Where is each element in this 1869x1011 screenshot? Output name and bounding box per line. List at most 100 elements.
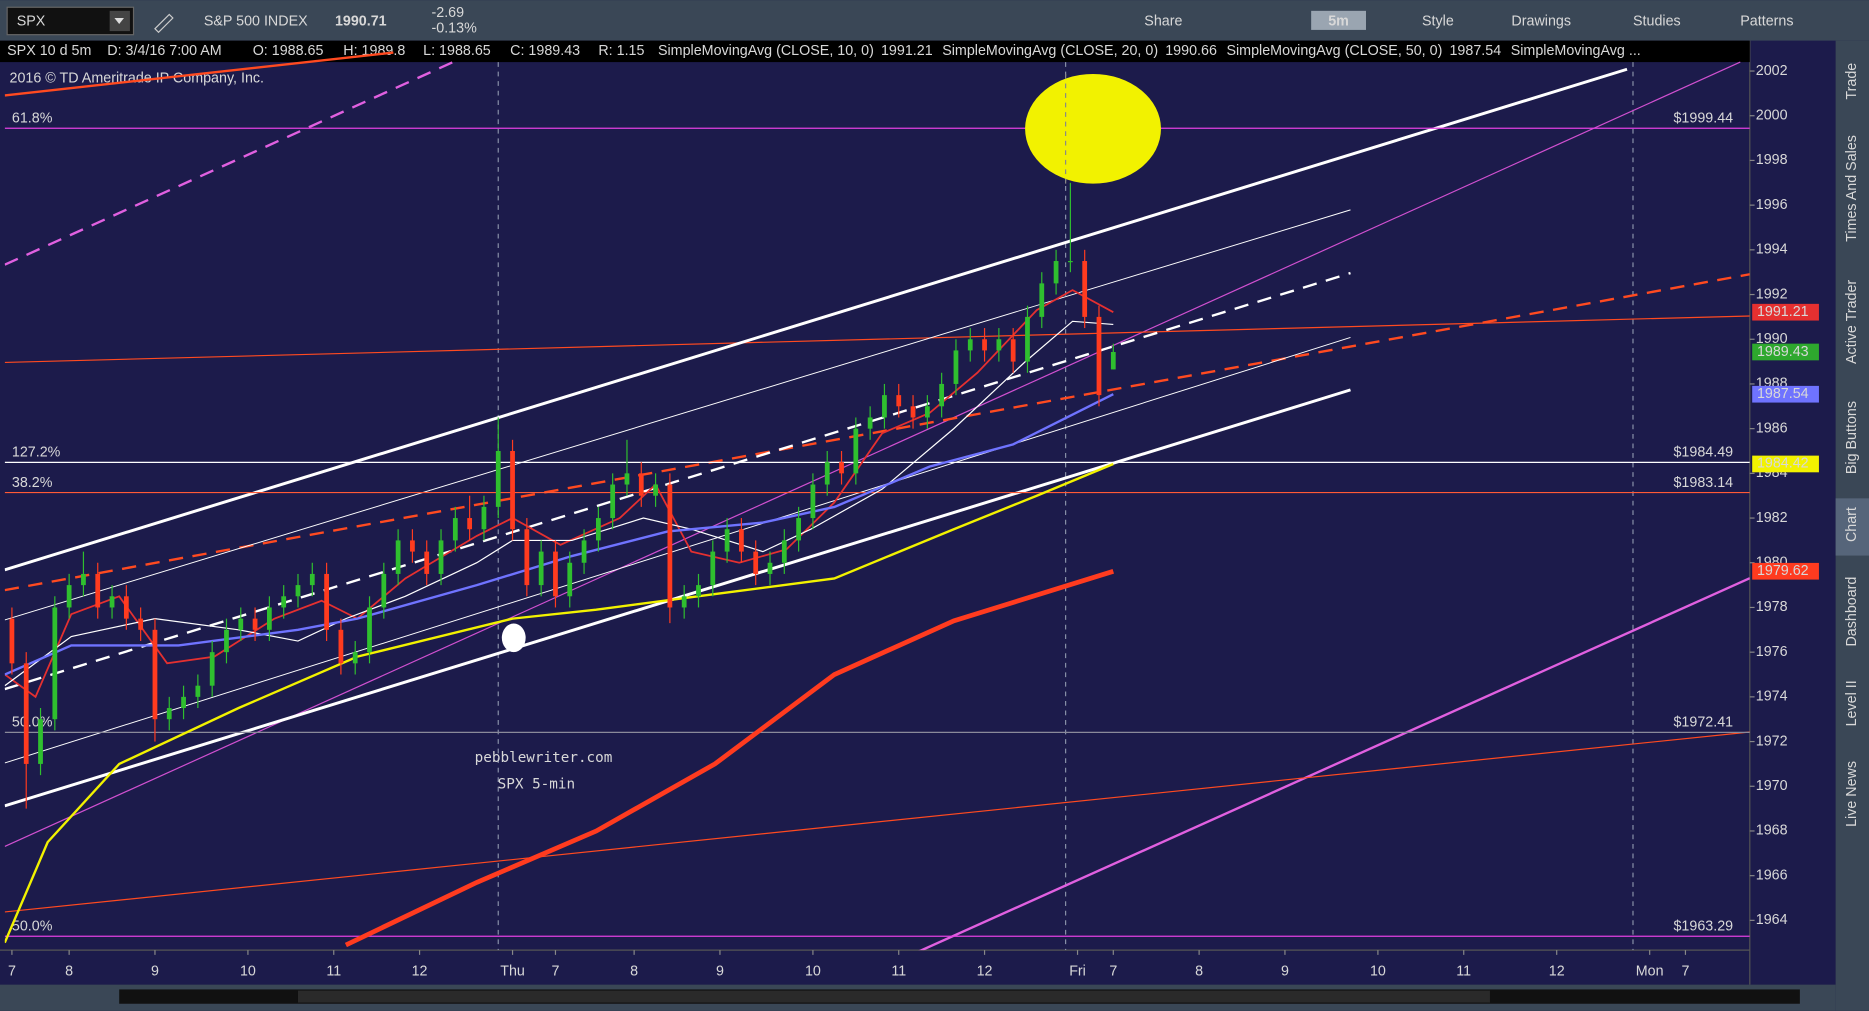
price-badge-label: 1984.42 [1757,456,1809,472]
toolbar-button[interactable]: Studies [1633,13,1681,29]
candle-body [381,573,387,608]
info-items: SPX 10 d 5m D: 3/4/16 7:00 AM O: 1988.65… [7,43,1641,59]
candle-body [495,451,501,507]
level-price: $1984.49 [1673,445,1733,461]
side-tab[interactable]: Level II [1844,680,1860,726]
x-tick-label: 8 [1195,963,1203,979]
toolbar [0,0,1869,41]
candle-body [924,406,930,418]
side-tab[interactable]: Times And Sales [1844,135,1860,242]
axes: 1964196619681970197219741976197819801982… [8,63,1819,979]
info-range: R: 1.15 [598,43,644,59]
plot: 61.8% $1999.44 127.2% $1984.49 38.2% $1983.14… [4,110,1750,948]
trendline [4,315,1750,364]
side-tabs: Trade Times And Sales Active Trader Big But… [1844,63,1860,827]
side-tab[interactable]: Trade [1844,63,1860,100]
moving-average [4,320,1114,687]
legend-name: SimpleMovingAvg ... [1511,43,1641,59]
candle-body [767,562,773,574]
x-tick-label: 10 [1370,963,1386,979]
side-tab[interactable]: Dashboard [1844,577,1860,647]
info-open: O: 1988.65 [253,43,324,59]
y-tick-label: 1978 [1756,599,1788,615]
percent-change: -0.13% [431,20,477,36]
candle-body [896,395,902,407]
candle-body [209,652,215,686]
y-tick-label: 1996 [1756,197,1788,213]
candle-body [166,708,172,720]
candle-body [410,540,415,552]
y-tick-label: 1986 [1756,420,1788,436]
dropdown-arrow [114,17,124,24]
candle-body [781,540,787,563]
trendline [4,51,394,97]
toolbar-buttons: Share 5m Style Drawings Studies Patterns [1144,13,1793,29]
x-tick-label: 12 [412,963,428,979]
level-price: $1963.29 [1673,918,1733,934]
toolbar-button[interactable]: Patterns [1740,13,1793,29]
info-date: D: 3/4/16 7:00 AM [107,43,221,59]
timeframe-box[interactable] [1311,10,1366,30]
y-tick-label: 2002 [1756,63,1788,79]
x-tick-label: 9 [151,963,159,979]
scrollbar-thumb[interactable] [297,990,1490,1003]
side-tab[interactable]: Active Trader [1844,280,1860,364]
toolbar-button[interactable]: Share [1144,13,1182,29]
y-tick-label: 1994 [1756,242,1788,258]
candle-body [638,473,644,496]
candle-body [38,719,43,764]
candle-body [195,685,201,697]
y-tick-label: 1964 [1756,912,1788,928]
candle-body [66,585,72,608]
last-price: 1990.71 [335,13,387,29]
x-tick-label: Mon [1636,963,1664,979]
toolbar-button[interactable]: Style [1422,13,1454,29]
x-tick-label: Thu [500,963,525,979]
trendline [4,273,1750,592]
pencil-icon[interactable] [154,13,174,34]
side-tab[interactable]: Big Buttons [1844,401,1860,474]
side-tab[interactable]: Live News [1844,761,1860,827]
symbol[interactable]: SPX [17,13,46,29]
candle-body [181,696,186,709]
candle-body [281,596,287,608]
candle-body [1025,316,1030,362]
candle-body [52,607,58,720]
toolbar-button[interactable]: Drawings [1511,13,1571,29]
price-badge-label: 1989.43 [1757,344,1809,360]
candle-body [123,596,129,619]
highlight-circle [1025,74,1161,184]
legend-value: 1987.54 [1449,43,1501,59]
channel-line [4,209,1351,621]
x-tick-label: 7 [551,963,559,979]
candle-body [424,551,430,574]
annotation: SPX 5-min [498,776,575,792]
candle-body [1053,261,1059,284]
trendline [918,577,1750,951]
level-price: $1972.41 [1673,715,1733,731]
price-badge [1752,343,1819,361]
trendline [4,731,1750,913]
candle-body [295,585,301,597]
candle-body [567,562,573,597]
trendline [4,61,454,266]
candle-body [1010,339,1016,362]
candle-body [1096,316,1102,396]
candle-body [724,529,730,552]
x-tick-label: 12 [977,963,993,979]
candle-body [367,607,372,653]
side-tab[interactable]: Chart [1844,507,1860,542]
x-tick-label: 11 [891,963,906,979]
candle-body [224,629,229,653]
candle-body [867,417,873,429]
moving-average [4,393,1114,676]
x-tick-label: 12 [1549,963,1565,979]
toolbar-button[interactable]: 5m [1328,13,1349,29]
candle-body [152,629,158,720]
candle-body [882,395,887,418]
candle-body [309,573,315,586]
candle-body [853,428,859,474]
info-chart: SPX 10 d 5m [7,43,91,59]
candle-body [267,607,272,630]
